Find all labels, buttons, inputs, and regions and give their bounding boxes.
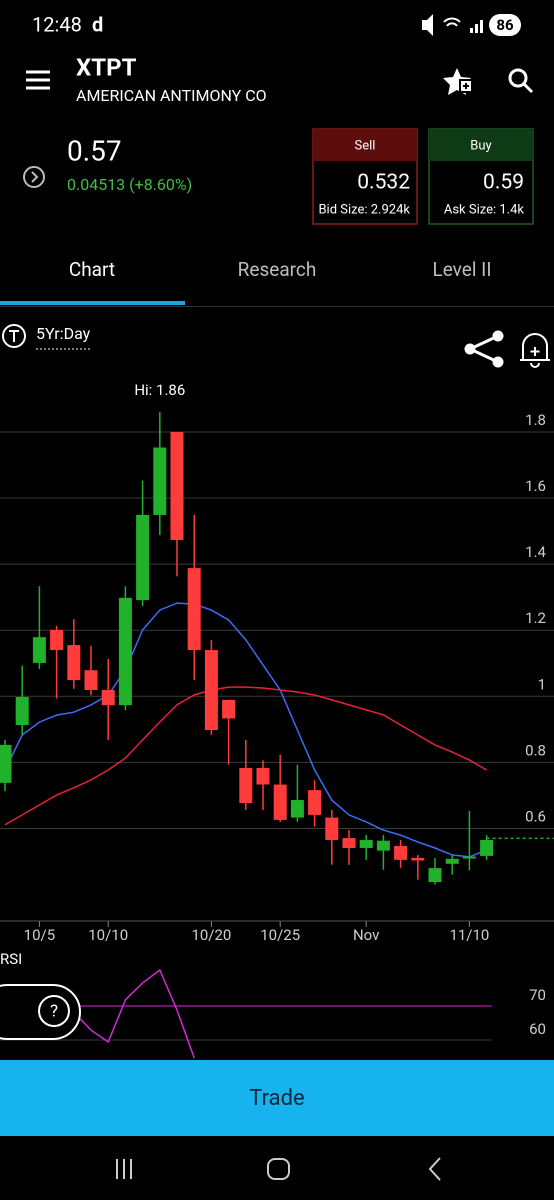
candle-body [222,699,236,719]
candle-body [342,838,356,848]
x-tick-label: 10/25 [260,926,300,944]
y-tick-label: 1.4 [525,543,546,561]
candle-body [462,856,476,859]
bid-size: Bid Size: 2.924k [318,202,410,217]
moving-average [4,602,487,858]
svg-text:?: ? [50,1001,58,1021]
moving-average [4,686,487,826]
y-tick-label: 0.6 [525,807,546,825]
app-icon: d [92,12,103,36]
candle-body [67,645,81,681]
bid-price: 0.532 [357,171,410,195]
x-tick-label: Nov [353,926,379,944]
tab[interactable]: Research [238,258,317,281]
back-button[interactable] [428,1157,441,1181]
candle-body [273,784,287,820]
candle-body [170,431,184,541]
x-tick-label: 11/10 [449,926,489,944]
y-tick-label: 1.8 [525,411,546,429]
period-selector[interactable]: 5Yr:Day [36,324,91,343]
candle-body [359,840,373,848]
company-name: AMERICAN ANTIMONY CO [76,86,267,105]
candle-body [239,768,253,804]
y-tick-label: 0.8 [525,741,546,759]
candle-body [394,845,408,860]
search-button[interactable] [508,68,534,94]
trade-button[interactable] [0,1060,554,1136]
menu-button[interactable] [26,70,50,90]
status-icons [422,14,521,36]
ask-size: Ask Size: 1.4k [444,202,525,217]
y-tick-label: 60 [529,1020,546,1038]
tab-indicator [0,301,185,305]
share-button[interactable] [464,330,504,368]
candle-body [101,690,115,706]
candle-body [428,868,442,883]
candle-body [32,637,46,663]
tab-divider [0,306,554,307]
battery: 86 [496,16,514,34]
last-price: 0.57 [67,134,122,167]
x-tick-label: 10/20 [191,926,231,944]
candle-body [15,696,29,726]
candle-body [325,817,339,841]
candle-body [256,768,270,785]
buy-label: Buy [470,138,491,153]
candle-body [0,744,12,783]
help-button[interactable]: ? [0,984,81,1040]
symbol: XTPT [76,53,137,81]
candle-body [204,650,218,731]
high-annotation: Hi: 1.86 [134,381,185,399]
sell-box[interactable] [312,128,418,225]
recents-button[interactable] [116,1159,132,1179]
alert-button[interactable] [520,333,550,368]
chart-type-button[interactable] [2,324,26,348]
y-tick-label: 1.6 [525,477,546,495]
x-tick-label: 10/10 [88,926,128,944]
candle-body [308,790,322,815]
ask-price: 0.59 [483,171,524,195]
candle-body [50,629,64,651]
tab[interactable]: Level II [432,258,491,281]
y-tick-label: 1.2 [525,609,546,627]
candle-body [84,670,98,691]
x-tick-label: 10/5 [24,926,55,944]
candle-body [480,840,494,856]
time: 12:48 [32,12,82,36]
candle-body [411,857,425,861]
rsi-chart: 60 70 [0,968,546,1059]
expand-button[interactable] [23,166,45,188]
buy-box[interactable] [428,128,534,225]
y-tick-label: 70 [529,986,546,1004]
price-chart: 0.6 0.8 1 1.2 1.4 1.6 1.8 10/5 10/10 10/20 10/25 No… [0,381,554,944]
candle-body [136,514,150,601]
candle-body [187,568,201,651]
trade-label: Trade [249,1086,304,1111]
candle-body [118,597,132,706]
rsi-title: RSI [0,950,22,968]
sell-label: Sell [355,138,376,153]
y-tick-label: 1 [538,675,546,693]
candle-body [445,858,459,864]
candle-body [290,800,304,818]
price-change: 0.04513 (+8.60%) [67,175,192,194]
nav-bar [116,1157,441,1181]
home-button[interactable] [267,1158,290,1180]
watchlist-button[interactable] [443,68,473,95]
candle-body [376,840,390,851]
candle-body [153,447,167,515]
tab[interactable]: Chart [69,258,115,281]
